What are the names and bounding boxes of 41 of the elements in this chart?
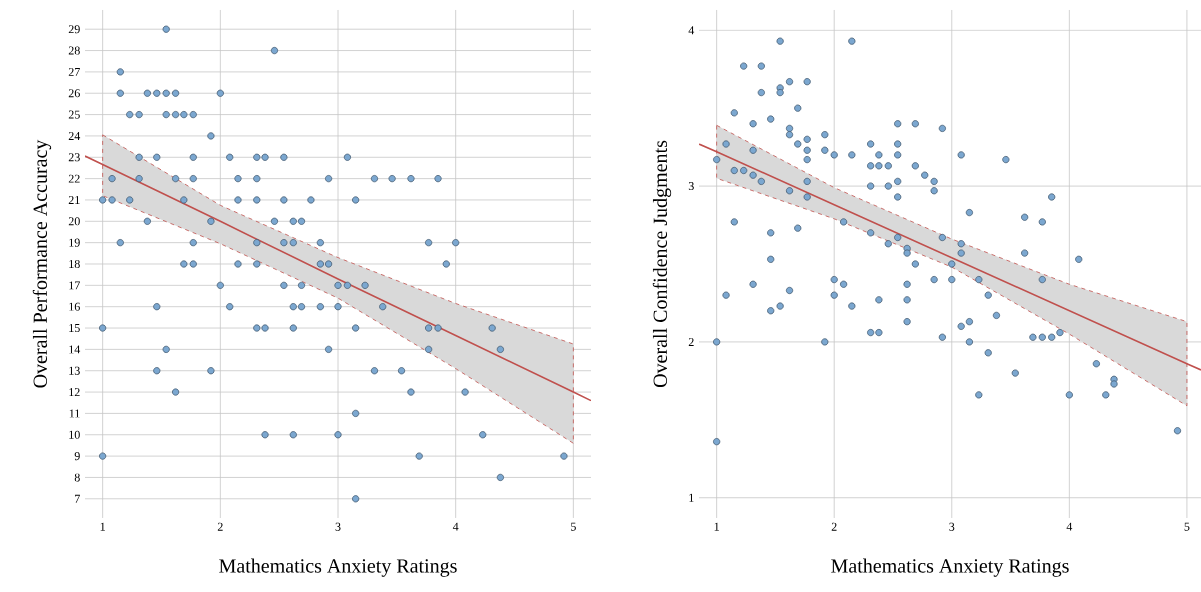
y-tick-label: 17 [69, 281, 80, 290]
y-tick-label: 26 [68, 89, 80, 98]
y-tick-label: 10 [69, 430, 80, 439]
y-tick-label: 25 [68, 110, 80, 119]
y-tick-label: 4 [688, 26, 695, 35]
y-tick-label: 19 [69, 238, 80, 247]
y-tick-label: 15 [69, 324, 80, 333]
y-tick-label: 27 [68, 67, 80, 76]
y-tick-label: 29 [68, 25, 80, 34]
x-tick-label: 1 [714, 522, 719, 531]
y-tick-label: 28 [68, 46, 80, 55]
x-axis-title: Mathematics Anxiety Ratings [219, 558, 457, 577]
x-tick-label: 1 [100, 522, 105, 531]
y-tick-label: 8 [74, 473, 80, 482]
x-tick-label: 2 [831, 522, 837, 531]
y-tick-label: 14 [69, 345, 81, 354]
y-axis-title: Overall Confidence Judgments [652, 140, 672, 388]
y-tick-label: 11 [69, 409, 80, 418]
y-tick-label: 21 [68, 195, 80, 204]
x-tick-label: 2 [217, 522, 223, 531]
y-tick-label: 16 [69, 302, 80, 311]
y-tick-label: 18 [69, 259, 80, 269]
x-tick-label: 3 [335, 522, 341, 531]
x-tick-label: 4 [1066, 522, 1073, 531]
x-tick-label: 5 [1184, 522, 1190, 531]
y-tick-label: 3 [688, 182, 694, 191]
x-tick-label: 4 [452, 522, 459, 531]
x-tick-label: 3 [949, 522, 955, 531]
y-tick-label: 7 [75, 494, 80, 503]
y-axis-title: Overall Performance Accuracy [32, 139, 52, 388]
x-axis-title: Mathematics Anxiety Ratings [831, 558, 1069, 577]
y-tick-label: 20 [68, 217, 80, 226]
y-tick-label: 2 [688, 337, 694, 346]
y-tick-label: 22 [68, 174, 80, 183]
y-tick-label: 9 [74, 452, 80, 461]
y-tick-label: 13 [69, 366, 80, 375]
y-tick-label: 23 [68, 153, 80, 162]
y-tick-label: 24 [68, 131, 81, 140]
x-tick-label: 5 [571, 522, 576, 531]
y-tick-label: 12 [69, 388, 80, 397]
y-tick-label: 1 [689, 493, 694, 502]
